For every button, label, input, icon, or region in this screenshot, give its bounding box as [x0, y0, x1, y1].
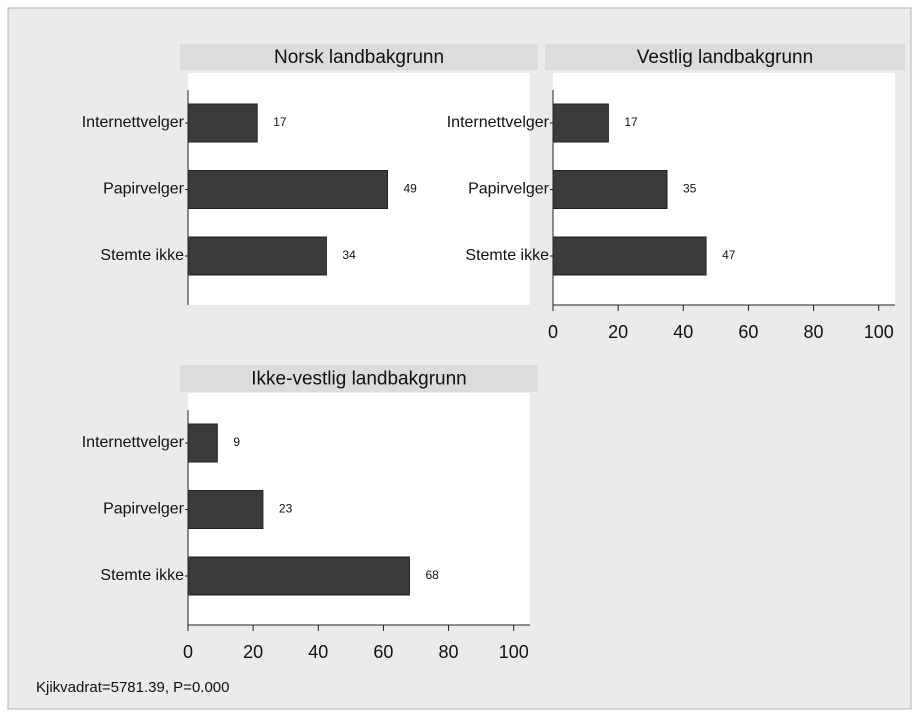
y-tick-label: Internettvelger [82, 114, 185, 131]
value-label: 35 [683, 182, 697, 196]
x-tick-label: 20 [243, 642, 263, 662]
value-label: 17 [624, 115, 638, 129]
panel-title: Norsk landbakgrunn [274, 47, 444, 68]
panel-title: Ikke-vestlig landbakgrunn [251, 369, 466, 390]
bar [187, 103, 258, 143]
x-tick-label: 60 [738, 322, 758, 342]
x-tick-label: 40 [673, 322, 693, 342]
x-tick-label: 60 [373, 642, 393, 662]
y-tick-label: Internettvelger [447, 114, 550, 131]
y-tick-label: Stemte ikke [100, 247, 184, 264]
title-band [180, 365, 538, 392]
value-label: 34 [342, 248, 356, 262]
y-tick-label: Papirvelger [103, 501, 185, 518]
value-label: 9 [233, 435, 240, 449]
note: Kjikvadrat=5781.39, P=0.000 [36, 679, 229, 696]
bar [187, 236, 327, 276]
bar [552, 170, 668, 209]
bar [552, 103, 609, 143]
x-tick-label: 100 [864, 322, 894, 342]
x-tick-label: 100 [499, 642, 529, 662]
bar [187, 490, 264, 529]
y-tick-label: Stemte ikke [100, 567, 184, 584]
bar [552, 236, 707, 276]
title-band [545, 44, 905, 70]
x-tick-label: 20 [608, 322, 628, 342]
bar [187, 556, 410, 596]
x-tick-label: 0 [548, 322, 558, 342]
title-band [180, 44, 538, 70]
value-label: 49 [404, 182, 418, 196]
y-tick-label: Papirvelger [103, 181, 185, 198]
y-tick-label: Papirvelger [468, 181, 550, 198]
x-tick-label: 80 [439, 642, 459, 662]
y-tick-label: Stemte ikke [465, 247, 549, 264]
x-tick-label: 80 [804, 322, 824, 342]
value-label: 23 [279, 502, 293, 516]
x-tick-label: 0 [183, 642, 193, 662]
x-tick-label: 40 [308, 642, 328, 662]
value-label: 17 [273, 115, 287, 129]
value-label: 47 [722, 248, 736, 262]
panel-title: Vestlig landbakgrunn [637, 47, 813, 68]
bar [187, 170, 388, 209]
y-tick-label: Internettvelger [82, 434, 185, 451]
bar [187, 423, 218, 463]
value-label: 68 [425, 568, 439, 582]
